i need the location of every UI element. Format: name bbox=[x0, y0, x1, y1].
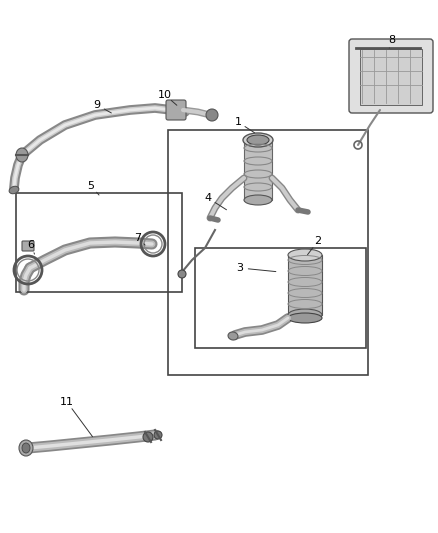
Text: 2: 2 bbox=[314, 236, 321, 246]
Ellipse shape bbox=[247, 135, 269, 145]
Text: 4: 4 bbox=[205, 193, 212, 203]
Text: 8: 8 bbox=[389, 35, 396, 45]
Ellipse shape bbox=[288, 249, 322, 261]
Circle shape bbox=[178, 270, 186, 278]
Ellipse shape bbox=[288, 309, 322, 321]
Ellipse shape bbox=[16, 148, 28, 162]
Ellipse shape bbox=[288, 313, 322, 323]
Bar bbox=[244, 140, 272, 200]
Text: 6: 6 bbox=[28, 240, 35, 250]
Text: 1: 1 bbox=[234, 117, 241, 127]
Ellipse shape bbox=[244, 195, 272, 205]
Ellipse shape bbox=[228, 332, 238, 340]
Circle shape bbox=[143, 432, 153, 442]
Bar bbox=[288, 255, 322, 315]
FancyBboxPatch shape bbox=[166, 100, 186, 120]
Bar bbox=[16, 193, 182, 292]
FancyBboxPatch shape bbox=[22, 241, 34, 251]
Ellipse shape bbox=[9, 187, 19, 193]
Text: 5: 5 bbox=[88, 181, 95, 191]
Circle shape bbox=[206, 109, 218, 121]
Ellipse shape bbox=[243, 133, 273, 147]
Text: 10: 10 bbox=[158, 90, 172, 100]
Ellipse shape bbox=[19, 440, 33, 456]
Bar bbox=[168, 130, 368, 375]
Circle shape bbox=[154, 431, 162, 439]
Bar bbox=[360, 49, 422, 105]
Text: 9: 9 bbox=[93, 100, 101, 110]
Ellipse shape bbox=[22, 443, 30, 453]
Text: 11: 11 bbox=[60, 397, 74, 407]
Bar bbox=[195, 248, 366, 348]
Text: 3: 3 bbox=[237, 263, 244, 273]
FancyBboxPatch shape bbox=[349, 39, 433, 113]
Text: 7: 7 bbox=[134, 233, 141, 243]
